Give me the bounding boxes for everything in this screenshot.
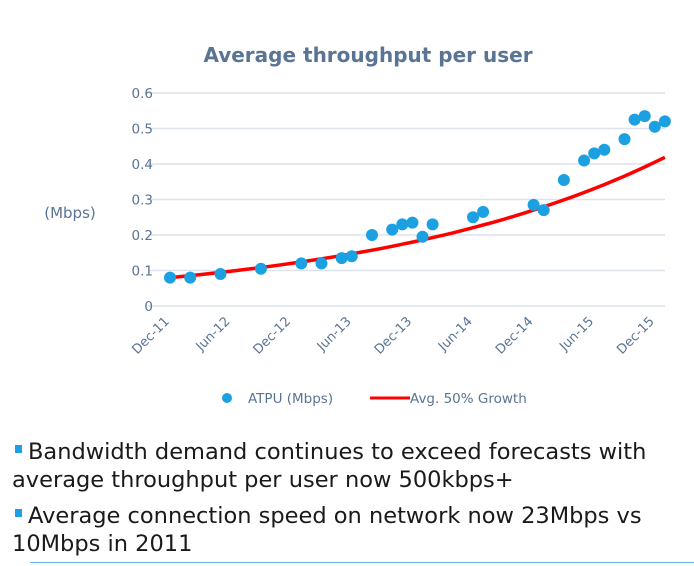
data-point <box>335 252 348 265</box>
data-point <box>254 262 267 275</box>
data-point <box>416 230 429 243</box>
legend-marker-atpu <box>222 393 232 403</box>
x-tick-label: Dec-15 <box>614 314 657 357</box>
x-tick-label: Jun-15 <box>556 314 597 355</box>
x-tick-label: Jun-14 <box>435 314 476 355</box>
data-point <box>537 204 550 217</box>
data-point <box>345 250 358 263</box>
bullet-text: Bandwidth demand continues to exceed for… <box>12 439 647 493</box>
data-point <box>396 218 409 231</box>
chart-title: Average throughput per user <box>203 43 532 67</box>
legend-label-growth: Avg. 50% Growth <box>410 391 527 407</box>
x-tick-label: Dec-14 <box>493 314 536 357</box>
data-point <box>386 223 399 236</box>
data-point <box>164 271 176 284</box>
x-tick-label: Jun-12 <box>193 314 234 355</box>
bullet-square-icon <box>15 509 22 517</box>
data-point <box>184 271 197 284</box>
bullet-square-icon <box>15 445 22 453</box>
y-tick-label: 0.1 <box>132 264 153 280</box>
data-point <box>598 143 611 156</box>
data-point <box>477 205 490 218</box>
y-tick-label: 0.2 <box>132 228 153 244</box>
y-tick-label: 0.3 <box>132 193 153 209</box>
data-point <box>557 173 570 186</box>
data-point <box>366 229 378 241</box>
legend-label-atpu: ATPU (Mbps) <box>248 391 333 407</box>
chart: Average throughput per user (Mbps) 0 0.1 0… <box>44 43 671 407</box>
data-point <box>638 110 651 123</box>
y-tick-label: 0.4 <box>132 157 153 173</box>
y-tick-label: 0.6 <box>132 86 153 102</box>
legend: ATPU (Mbps) Avg. 50% Growth <box>222 391 527 407</box>
data-point <box>628 113 641 126</box>
bullet-text: Average connection speed on network now … <box>12 503 642 557</box>
y-tick-label: 0 <box>144 299 153 315</box>
y-axis-label: (Mbps) <box>44 204 96 222</box>
data-point <box>527 198 540 211</box>
data-point <box>588 147 601 160</box>
data-point <box>467 211 479 224</box>
bullet-list: Bandwidth demand continues to exceed for… <box>12 438 692 566</box>
x-tick-label: Dec-13 <box>372 314 415 357</box>
data-point <box>315 257 328 270</box>
divider-line <box>30 562 694 563</box>
bullet-item: Bandwidth demand continues to exceed for… <box>12 438 692 494</box>
data-point <box>658 115 671 128</box>
bullet-item: Average connection speed on network now … <box>12 502 692 558</box>
y-tick-label: 0.5 <box>132 122 153 138</box>
data-point <box>426 218 439 231</box>
data-point <box>648 120 661 133</box>
x-tick-label: Jun-13 <box>314 314 355 355</box>
data-point <box>214 268 227 281</box>
data-point <box>618 133 631 146</box>
x-tick-label: Dec-11 <box>129 314 172 357</box>
data-point <box>406 216 419 229</box>
data-point <box>295 257 308 270</box>
x-tick-label: Dec-12 <box>251 314 294 357</box>
data-point <box>578 154 591 167</box>
growth-line <box>169 155 666 280</box>
